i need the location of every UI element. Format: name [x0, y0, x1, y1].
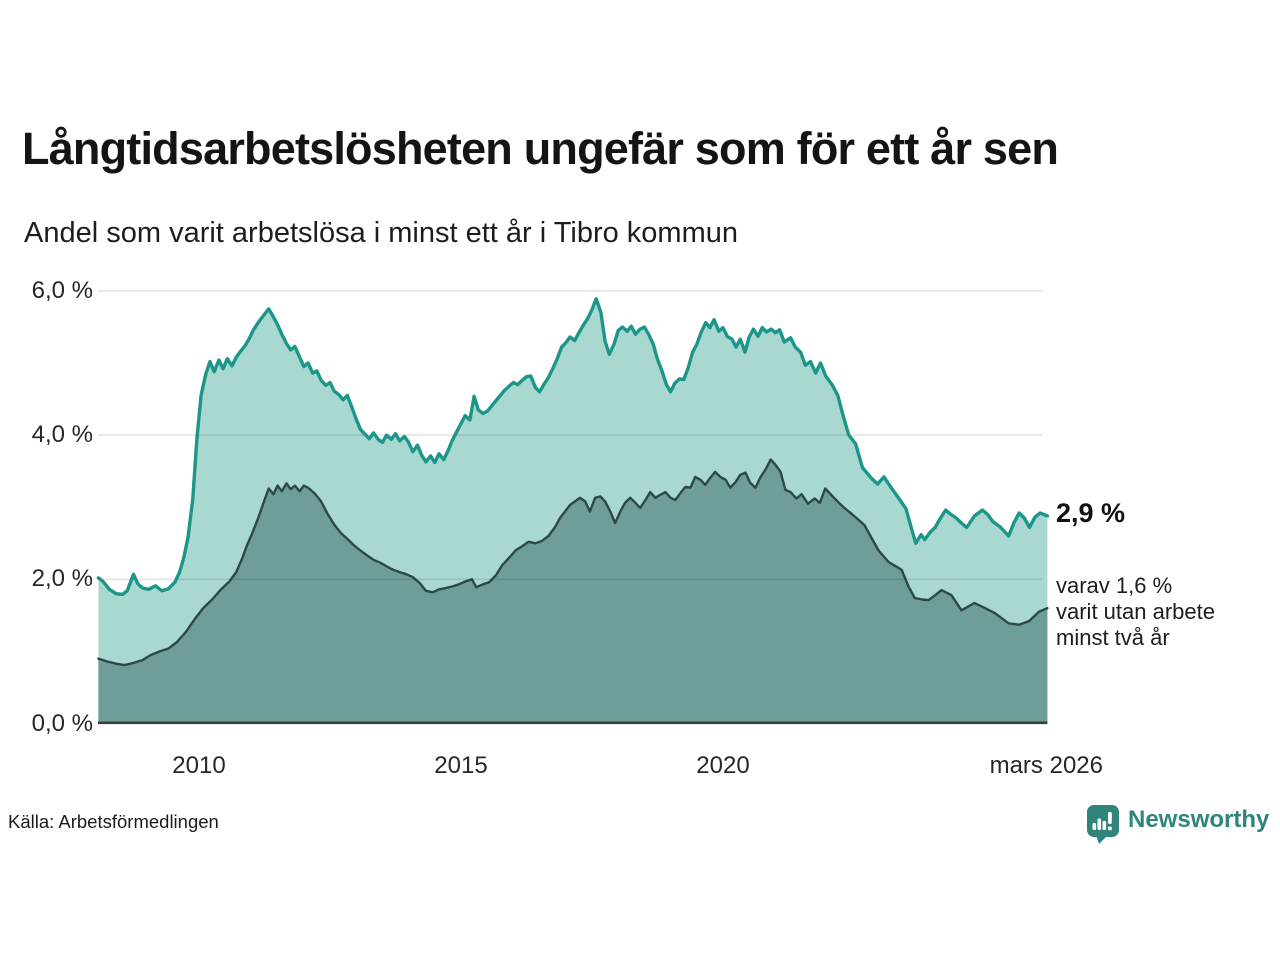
y-tick-label: 2,0 %: [31, 565, 93, 593]
y-tick-label: 0,0 %: [31, 709, 93, 737]
area-fill-series-1: [98, 459, 1048, 724]
series-line-0: [96, 297, 1050, 597]
source-credit: Källa: Arbetsförmedlingen: [8, 811, 219, 832]
newsworthy-brand: Newsworthy: [1086, 804, 1269, 849]
page-subtitle: Andel som varit arbetslösa i minst ett å…: [24, 217, 738, 249]
note-line: varit utan arbete: [1056, 599, 1215, 624]
newsworthy-logo-icon: [1086, 804, 1120, 849]
y-tick-label: 4,0 %: [31, 421, 93, 449]
x-tick-label: 2015: [434, 752, 488, 779]
note-line: varav 1,6 %: [1056, 573, 1173, 598]
note-line: minst två år: [1056, 625, 1170, 650]
latest-value-annotation: 2,9 %: [1056, 498, 1126, 528]
x-tick-label: mars 2026: [989, 752, 1103, 779]
subseries-note-annotation: varav 1,6 % varit utan arbete minst två …: [1056, 573, 1215, 651]
y-tick-label: 6,0 %: [31, 276, 93, 304]
brand-name: Newsworthy: [1128, 806, 1270, 833]
series-line-1: [97, 458, 1049, 667]
x-tick-label: 2020: [696, 752, 750, 779]
x-tick-label: 2010: [172, 752, 226, 779]
page-title: Långtidsarbetslösheten ungefär som för e…: [22, 123, 1059, 174]
